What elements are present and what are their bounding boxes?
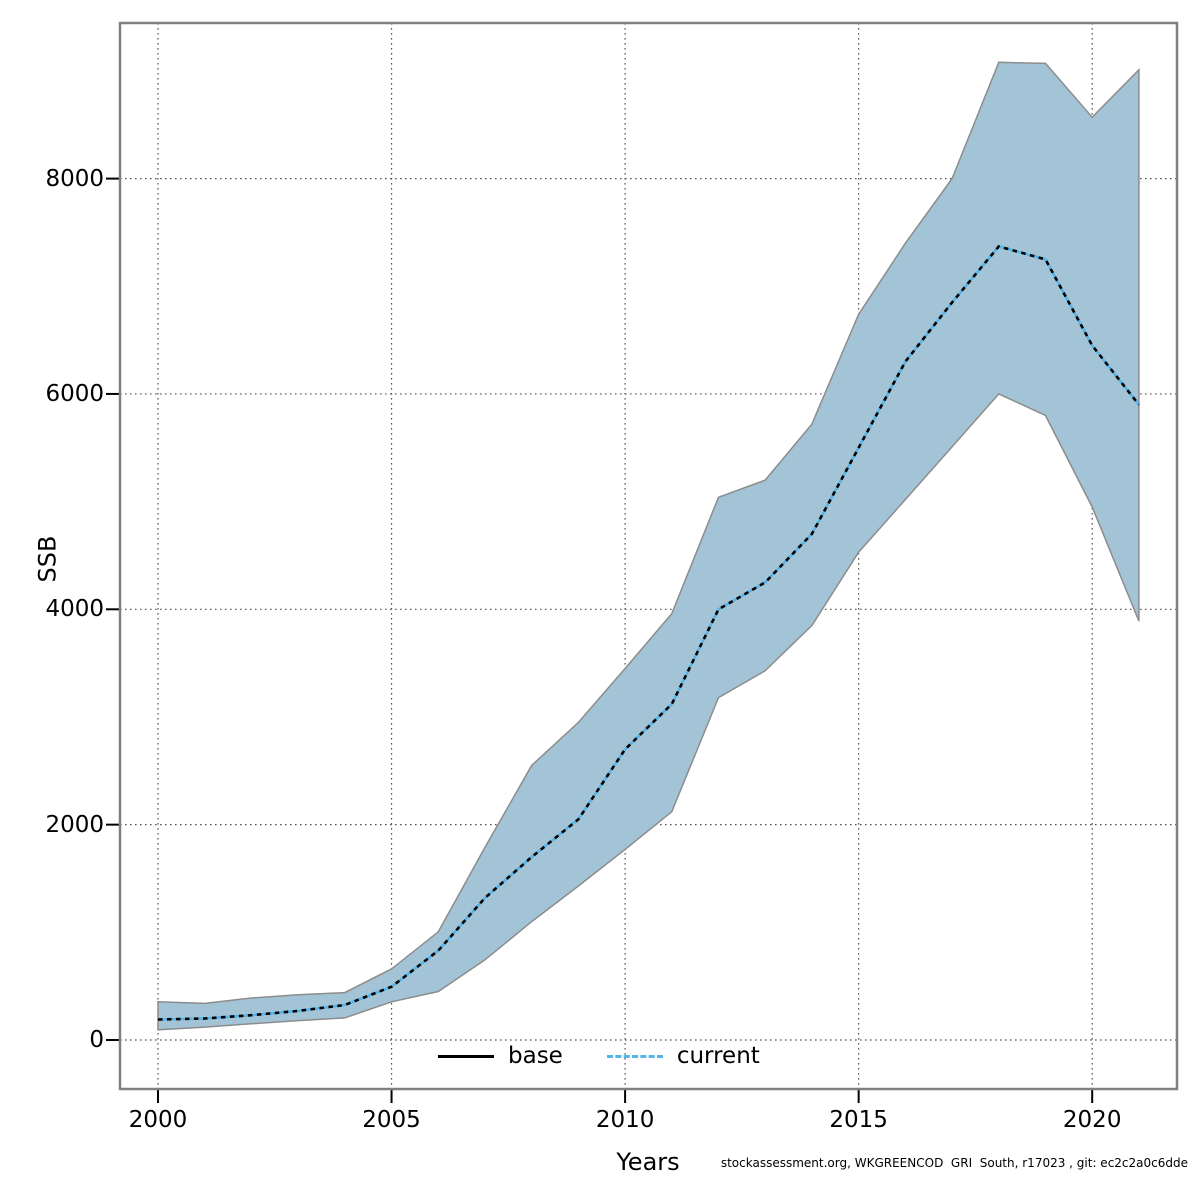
confidence-band	[157, 61, 1140, 1031]
y-axis-title: SSB	[33, 535, 62, 583]
legend-item-current: current	[606, 1043, 804, 1069]
x-tick-label: 2015	[829, 1107, 888, 1133]
y-tick-label: 4000	[45, 596, 104, 623]
footer-citation: stockassessment.org, WKGREENCOD GRI Sout…	[720, 1156, 1188, 1170]
y-tick-label: 0	[89, 1027, 104, 1053]
legend: base current	[438, 1040, 804, 1072]
y-tick-label: 6000	[45, 380, 104, 407]
x-tick-label: 2005	[362, 1107, 421, 1133]
legend-label-current: current	[676, 1043, 760, 1069]
plot-border	[118, 21, 1179, 1091]
current-line-sample-icon	[606, 1054, 663, 1058]
x-axis-title: Years	[616, 1148, 680, 1176]
current-line	[157, 244, 1140, 1021]
y-tick-label: 2000	[45, 811, 104, 838]
x-tick-label: 2000	[128, 1107, 188, 1133]
x-tick-label: 2010	[595, 1107, 655, 1133]
legend-label-base: base	[508, 1043, 563, 1069]
x-tick-label: 2020	[1062, 1107, 1122, 1133]
base-line-sample-icon	[438, 1054, 494, 1058]
y-tick-label: 8000	[45, 165, 104, 192]
legend-item-base: base	[438, 1043, 607, 1069]
